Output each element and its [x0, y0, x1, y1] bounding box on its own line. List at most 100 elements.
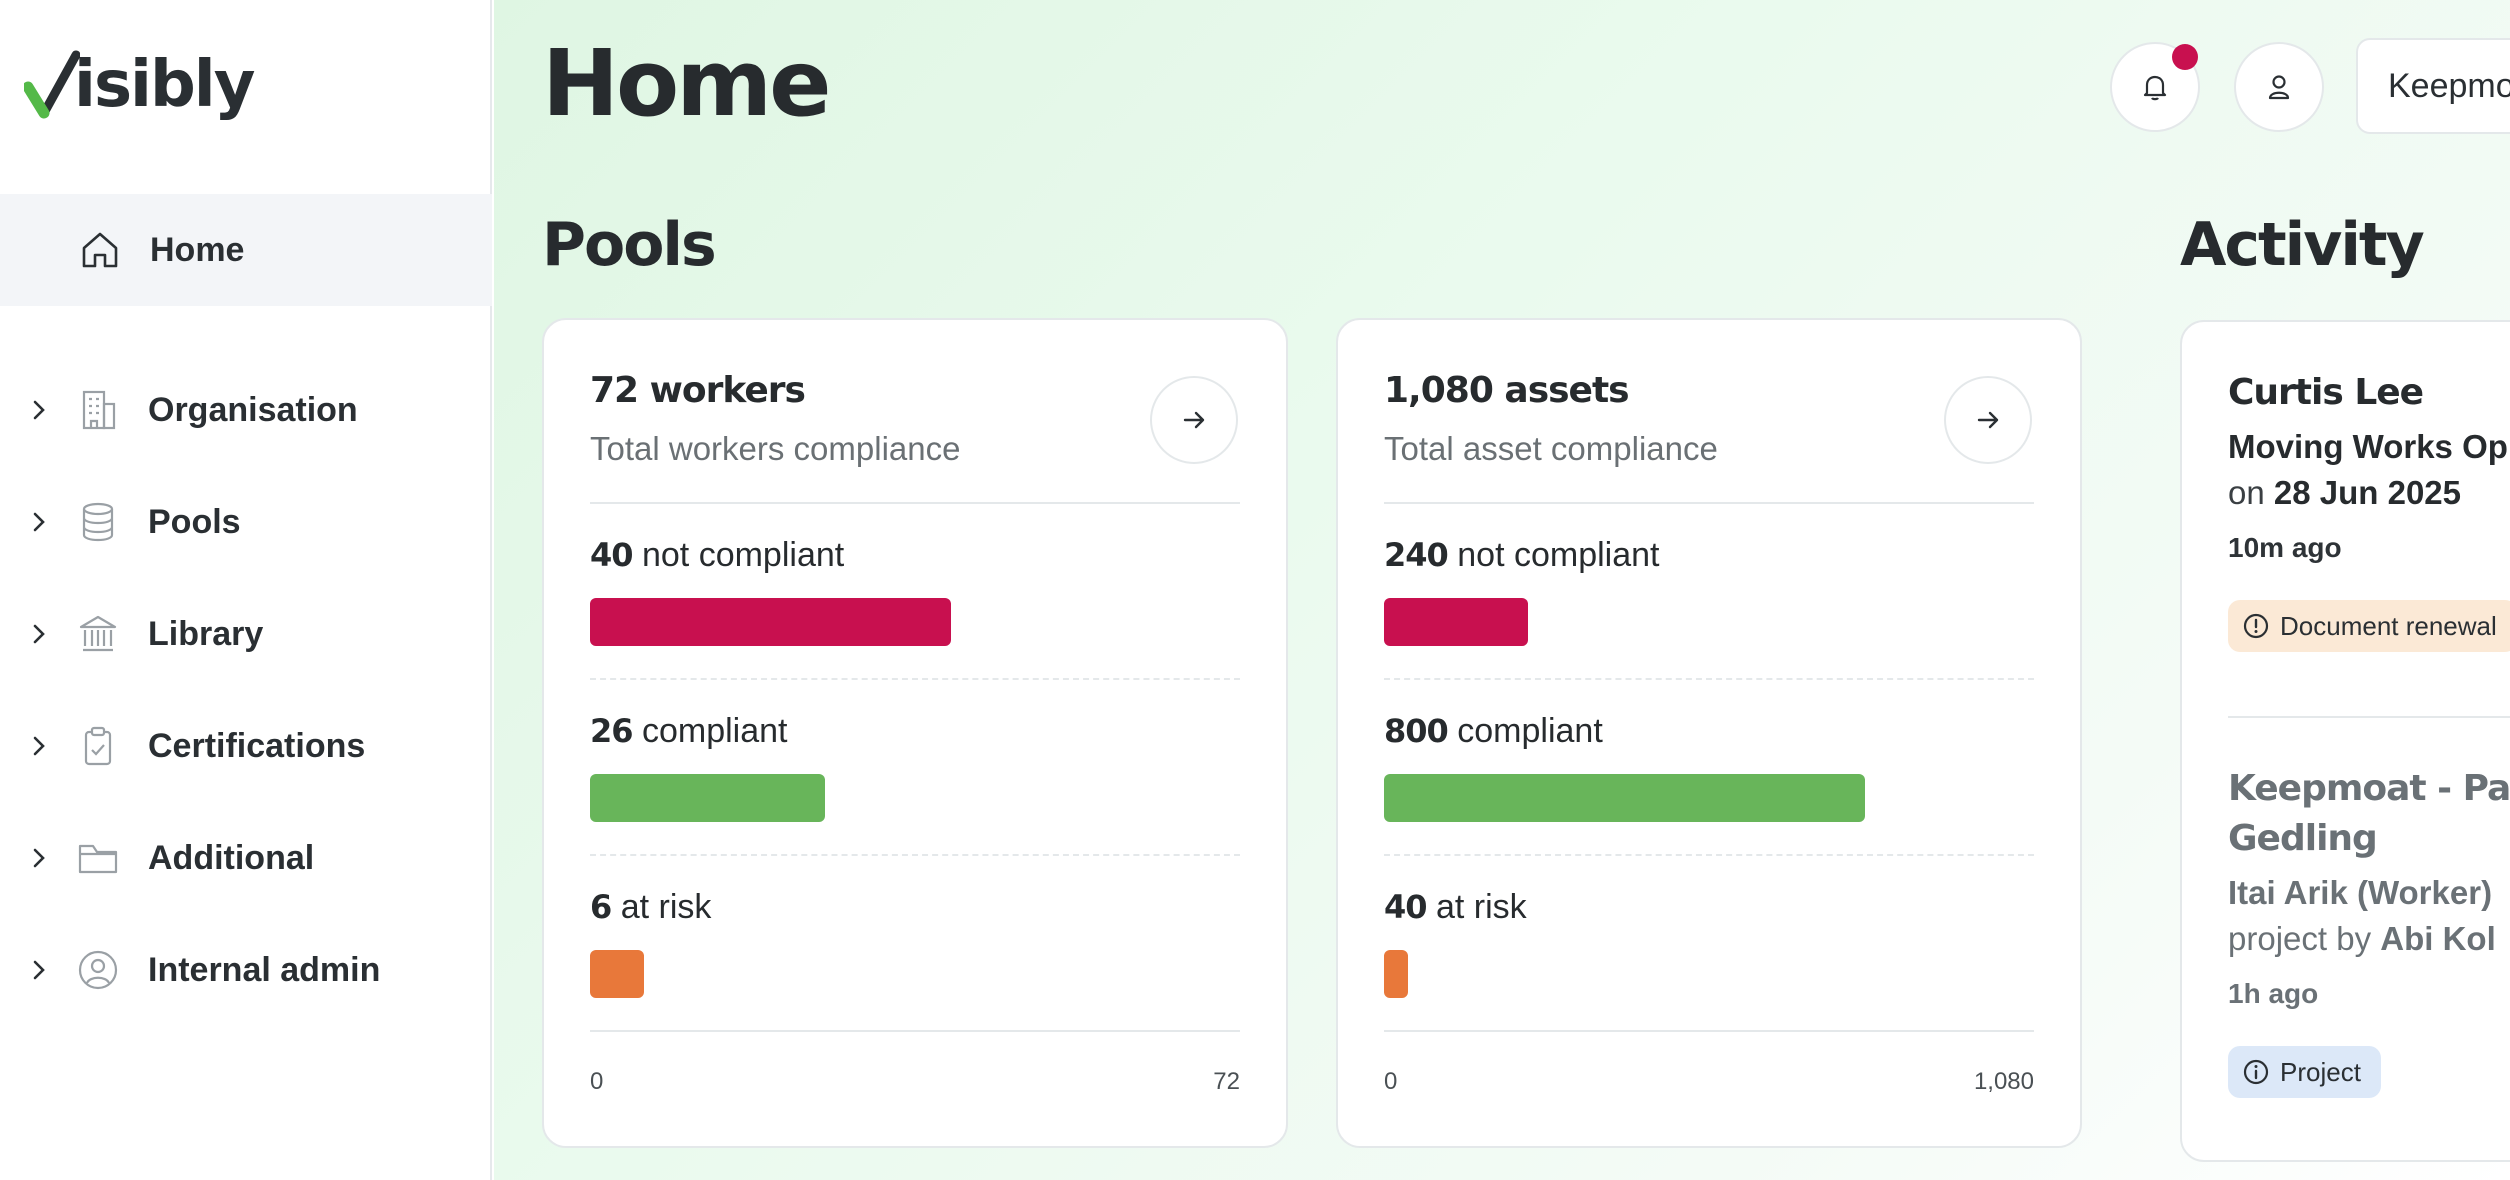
chevron-right-icon: [33, 848, 45, 868]
metric-count: 800: [1384, 712, 1449, 750]
sidebar-item-library[interactable]: Library: [0, 594, 492, 674]
metric-bar-track: [1384, 950, 2034, 998]
metric-count: 40: [1384, 888, 1428, 926]
activity-text: Moving Works Op: [2228, 428, 2508, 465]
axis-min-label: 0: [590, 1068, 604, 1095]
activity-time: 10m ago: [2228, 532, 2342, 563]
metric-label: 40 at risk: [1384, 888, 1527, 927]
profile-button[interactable]: [2234, 42, 2324, 132]
activity-badge-label: Document renewal: [2280, 610, 2497, 641]
activity-text-prefix: project by: [2228, 920, 2372, 957]
metric-bar[interactable]: [590, 950, 645, 998]
activity-section-title: Activity: [2180, 210, 2425, 280]
sidebar-item-label: Library: [148, 614, 264, 653]
metric-label: 40 not compliant: [590, 536, 844, 575]
metric-text: at risk: [1435, 888, 1527, 926]
pool-card-subtitle: Total asset compliance: [1384, 430, 1718, 467]
bell-icon: [2143, 75, 2167, 101]
building-icon: [82, 390, 116, 430]
pool-card-subtitle: Total workers compliance: [590, 430, 961, 467]
metric-label: 26 compliant: [590, 712, 788, 751]
metric-text: at risk: [620, 888, 712, 926]
organisation-select-value: Keepmoat: [2388, 66, 2510, 105]
metric-separator: [1384, 854, 2034, 856]
chevron-right-icon: [33, 512, 45, 532]
metric-text: compliant: [1457, 712, 1603, 750]
metric-separator: [590, 678, 1240, 680]
activity-text-line: on 28 Jun 2025: [2228, 474, 2461, 512]
metric-separator: [1384, 678, 2034, 680]
sidebar-item-label: Internal admin: [148, 950, 381, 989]
sidebar-item-certifications[interactable]: Certifications: [0, 706, 492, 786]
activity-card: Curtis Lee Moving Works Op on 28 Jun 202…: [2180, 320, 2510, 1162]
metric-bar[interactable]: [1384, 598, 1529, 646]
activity-badge[interactable]: Document renewal: [2228, 600, 2510, 652]
activity-actor-line2: Gedling: [2228, 818, 2378, 859]
sidebar-item-label: Certifications: [148, 726, 366, 765]
metric-count: 240: [1384, 536, 1449, 574]
database-icon: [82, 502, 114, 542]
open-pool-button[interactable]: [1944, 376, 2032, 464]
activity-text-prefix: on: [2228, 474, 2265, 511]
metric-label: 800 compliant: [1384, 712, 1603, 751]
sidebar-item-additional[interactable]: Additional: [0, 818, 492, 898]
logo[interactable]: isibly: [24, 40, 255, 130]
sidebar-item-label: Organisation: [148, 390, 358, 429]
chevron-right-icon: [33, 400, 45, 420]
pools-section-title: Pools: [542, 210, 717, 280]
metric-bar-track: [590, 950, 1240, 998]
bank-icon: [79, 615, 117, 652]
alert-circle-icon: [2243, 613, 2269, 639]
sidebar-item-label: Home: [150, 230, 245, 269]
sidebar-item-home[interactable]: Home: [0, 194, 492, 306]
activity-badge-label: Project: [2280, 1056, 2361, 1087]
sidebar-item-label: Pools: [148, 502, 241, 541]
metric-label: 6 at risk: [590, 888, 711, 927]
pool-card-title: 72 workers: [590, 370, 806, 411]
pool-card: 1,080 assets Total asset compliance 240 n…: [1336, 318, 2082, 1148]
home-icon: [82, 232, 118, 268]
activity-actor: Curtis Lee: [2228, 372, 2424, 413]
sidebar-item-internal-admin[interactable]: Internal admin: [0, 930, 492, 1010]
open-pool-button[interactable]: [1150, 376, 1238, 464]
metric-text: not compliant: [1457, 536, 1660, 574]
card-divider: [590, 502, 1240, 504]
metric-bar[interactable]: [1384, 950, 1409, 998]
organisation-select[interactable]: Keepmoat: [2356, 38, 2510, 134]
pool-card: 72 workers Total workers compliance 40 no…: [542, 318, 1288, 1148]
activity-text-line: project by Abi Kol: [2228, 920, 2496, 958]
activity-text: Itai Arik (Worker): [2228, 874, 2493, 911]
chevron-right-icon: [33, 960, 45, 980]
info-circle-icon: [2243, 1059, 2269, 1085]
axis-max-label: 72: [1213, 1068, 1240, 1095]
metric-text: not compliant: [641, 536, 845, 574]
notifications-button[interactable]: [2110, 42, 2200, 132]
activity-date: 28 Jun 2025: [2273, 474, 2462, 511]
axis-divider: [590, 1030, 1240, 1032]
activity-badge[interactable]: Project: [2228, 1046, 2381, 1098]
activity-actor: Keepmoat - Pa: [2228, 768, 2510, 809]
metric-bar-track: [590, 598, 1240, 646]
sidebar: isibly Home Organisation Pools Library: [0, 0, 492, 1180]
activity-user: Abi Kol: [2380, 920, 2496, 957]
metric-bar[interactable]: [590, 598, 952, 646]
sidebar-item-organisation[interactable]: Organisation: [0, 370, 492, 450]
arrow-right-icon: [1977, 411, 1999, 429]
chevron-right-icon: [33, 624, 45, 644]
sidebar-item-label: Additional: [148, 838, 315, 877]
axis-divider: [1384, 1030, 2034, 1032]
logo-text: isibly: [74, 48, 255, 122]
pool-card-title: 1,080 assets: [1384, 370, 1630, 411]
user-icon: [2268, 75, 2290, 100]
metric-count: 26: [590, 712, 634, 750]
metric-bar-track: [1384, 774, 2034, 822]
sidebar-item-pools[interactable]: Pools: [0, 482, 492, 562]
notification-dot: [2172, 44, 2198, 70]
metric-count: 6: [590, 888, 612, 926]
metric-bar[interactable]: [590, 774, 825, 822]
arrow-right-icon: [1183, 411, 1205, 429]
metric-bar[interactable]: [1384, 774, 1866, 822]
metric-text: compliant: [641, 712, 788, 750]
metric-bar-track: [1384, 598, 2034, 646]
clipboard-check-icon: [84, 726, 112, 766]
